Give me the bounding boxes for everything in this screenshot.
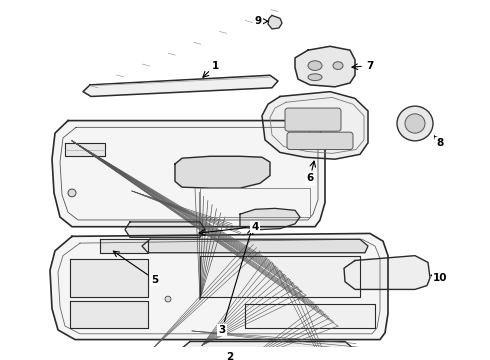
Polygon shape: [65, 143, 105, 156]
Polygon shape: [52, 121, 325, 227]
Polygon shape: [70, 258, 148, 297]
Text: 10: 10: [433, 273, 447, 283]
Circle shape: [405, 114, 425, 133]
Polygon shape: [245, 304, 375, 328]
Text: 7: 7: [367, 60, 374, 71]
Ellipse shape: [308, 74, 322, 81]
Polygon shape: [240, 208, 300, 230]
Circle shape: [397, 106, 433, 141]
Text: 3: 3: [219, 325, 225, 335]
Circle shape: [165, 296, 171, 302]
Polygon shape: [125, 222, 205, 237]
Polygon shape: [175, 156, 270, 188]
Text: 8: 8: [437, 138, 443, 148]
Polygon shape: [142, 239, 368, 253]
Polygon shape: [83, 75, 278, 96]
FancyBboxPatch shape: [287, 132, 353, 149]
Polygon shape: [183, 342, 352, 353]
Text: 5: 5: [151, 275, 159, 285]
Polygon shape: [200, 256, 360, 297]
Polygon shape: [262, 92, 368, 159]
Polygon shape: [268, 15, 282, 29]
FancyBboxPatch shape: [285, 108, 341, 131]
Ellipse shape: [333, 62, 343, 69]
Text: 2: 2: [226, 352, 234, 360]
Polygon shape: [344, 256, 430, 289]
Polygon shape: [70, 301, 148, 328]
Polygon shape: [100, 239, 148, 253]
Circle shape: [68, 189, 76, 197]
Text: 4: 4: [251, 222, 259, 232]
Polygon shape: [50, 234, 388, 339]
Text: 6: 6: [306, 174, 314, 184]
Polygon shape: [295, 46, 355, 87]
Text: 1: 1: [211, 60, 219, 71]
Text: 9: 9: [254, 16, 262, 26]
Ellipse shape: [308, 61, 322, 71]
